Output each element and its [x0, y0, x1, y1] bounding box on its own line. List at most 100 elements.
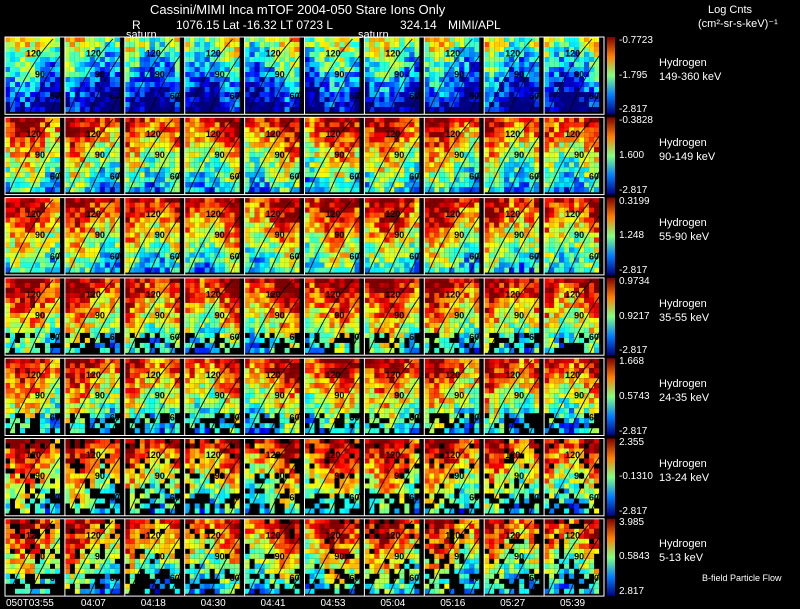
- contour-label: 120: [385, 370, 400, 380]
- contour-label: 90: [454, 70, 464, 80]
- energy-range-label: 35-55 keV: [659, 311, 710, 324]
- colorbar-mid-label: 1.248: [619, 230, 645, 242]
- contour-label: 60: [290, 412, 300, 422]
- contour-label: 120: [385, 129, 400, 139]
- contour-label: 60: [469, 171, 479, 181]
- spectrogram-panel: 120 90 60: [424, 117, 515, 195]
- contour-label: 60: [110, 171, 120, 181]
- spectrogram-panel: 120 90 60: [544, 117, 635, 195]
- spectrogram-panel: 120 90 60: [64, 438, 156, 516]
- contour-label: 90: [454, 310, 464, 320]
- contour-line: [7, 199, 54, 276]
- contour-label: 90: [574, 391, 584, 401]
- contour-label: 90: [454, 230, 464, 240]
- contour-label: 60: [589, 573, 599, 583]
- contour-label: 90: [514, 70, 524, 80]
- contour-label: 120: [326, 290, 341, 300]
- contour-label: 60: [469, 493, 479, 503]
- contour-label: 120: [385, 49, 400, 59]
- contour-label: 60: [110, 91, 120, 101]
- row-frame: [4, 277, 605, 356]
- r-label: R: [132, 18, 141, 32]
- contour-label: 60: [110, 573, 120, 583]
- contour-label: 90: [275, 150, 285, 160]
- contour-label: 120: [86, 49, 101, 59]
- time-tick-label: 050T03:55: [6, 598, 54, 609]
- contour-line: [67, 440, 114, 516]
- colorbar-mid-label: 0.5743: [619, 390, 650, 402]
- contour-label: 90: [334, 391, 344, 401]
- contour-line: [486, 359, 533, 436]
- contour-label: 60: [589, 252, 599, 262]
- contour-label: 90: [574, 230, 584, 240]
- contour-label: 120: [505, 530, 520, 540]
- contour-line: [127, 440, 174, 516]
- contour-line: [127, 279, 174, 356]
- contour-label: 60: [170, 493, 180, 503]
- contour-label: 90: [215, 471, 225, 481]
- time-tick-label: 05:16: [440, 598, 466, 609]
- contour-label: 60: [170, 171, 180, 181]
- contour-label: 60: [529, 573, 539, 583]
- species-name-label: Hydrogen: [659, 377, 707, 390]
- contour-label: 120: [445, 290, 460, 300]
- contour-line: [426, 38, 473, 115]
- colorbar-mid-label: 0.9217: [619, 310, 650, 322]
- contour-line: [7, 440, 54, 516]
- contour-label: 60: [409, 171, 419, 181]
- contour-label: 120: [565, 209, 580, 219]
- contour-label: 120: [146, 129, 161, 139]
- spectrogram-panel: 120 90 60: [424, 358, 515, 436]
- contour-label: 60: [50, 573, 60, 583]
- contour-label: 90: [514, 150, 524, 160]
- contour-label: 120: [206, 530, 221, 540]
- colorbar-min-label: -2.817: [619, 505, 648, 517]
- contour-line: [247, 279, 293, 356]
- contour-line: [546, 359, 593, 436]
- spectrogram-panel: 120 90 60: [244, 277, 335, 356]
- contour-line: [148, 440, 195, 516]
- contour-label: 60: [230, 412, 240, 422]
- contour-label: 60: [469, 91, 479, 101]
- contour-label: 90: [574, 150, 584, 160]
- colorbar-title-2: (cm²-sr-s-keV)⁻¹: [698, 18, 778, 30]
- spectrogram-panel: 120 90 60: [64, 37, 156, 115]
- spectrogram-panel: 120 90 60: [244, 438, 335, 516]
- contour-label: 90: [95, 310, 105, 320]
- contour-label: 120: [26, 370, 41, 380]
- contour-label: 120: [146, 49, 161, 59]
- contour-label: 60: [349, 493, 359, 503]
- spectrogram-panel: 120 90 60: [544, 438, 635, 516]
- contour-line: [7, 118, 54, 195]
- contour-label: 90: [215, 150, 225, 160]
- spectrogram-panel: 120 90 60: [484, 117, 575, 195]
- contour-label: 120: [505, 370, 520, 380]
- position-line: 1076.15 Lat -16.32 LT 0723 L: [176, 18, 334, 32]
- contour-label: 90: [394, 70, 404, 80]
- contour-label: 60: [529, 332, 539, 342]
- contour-label: 60: [230, 332, 240, 342]
- contour-label: 120: [206, 129, 221, 139]
- contour-label: 90: [155, 150, 165, 160]
- contour-line: [486, 199, 533, 276]
- contour-label: 90: [275, 70, 285, 80]
- colorbar: [607, 277, 615, 356]
- contour-label: 120: [326, 450, 341, 460]
- contour-label: 90: [215, 551, 225, 561]
- contour-label: 60: [170, 332, 180, 342]
- species-name-label: Hydrogen: [659, 538, 707, 551]
- contour-label: 90: [35, 391, 45, 401]
- contour-line: [486, 520, 533, 597]
- contour-label: 120: [26, 530, 41, 540]
- contour-label: 120: [385, 290, 400, 300]
- spectrogram-panel: 120 90 60: [424, 438, 515, 516]
- spectrogram-panel: 120 90 60: [5, 277, 96, 356]
- row-frame: [4, 116, 605, 196]
- contour-line: [366, 359, 413, 436]
- contour-label: 60: [290, 573, 300, 583]
- contour-label: 120: [505, 49, 520, 59]
- contour-line: [426, 359, 473, 436]
- colorbar: [607, 358, 615, 436]
- spectrogram-panel: 120 90 60: [184, 438, 275, 516]
- contour-line: [387, 520, 434, 597]
